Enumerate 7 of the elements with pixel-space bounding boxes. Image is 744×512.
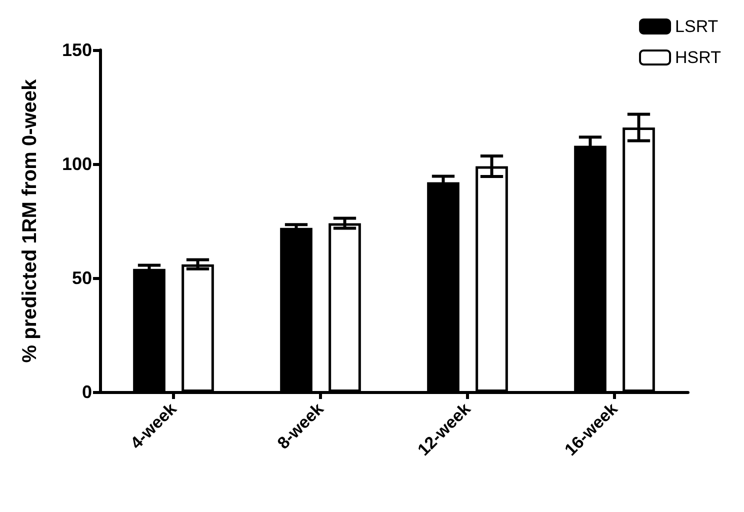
y-tick-label: 0 <box>82 382 92 402</box>
y-tick-label: 50 <box>72 268 92 288</box>
legend-label: HSRT <box>675 48 722 67</box>
y-axis-title: % predicted 1RM from 0-week <box>19 78 41 363</box>
legend-label: LSRT <box>675 17 718 36</box>
y-tick-label: 150 <box>62 40 92 60</box>
y-tick-label: 100 <box>62 154 92 174</box>
